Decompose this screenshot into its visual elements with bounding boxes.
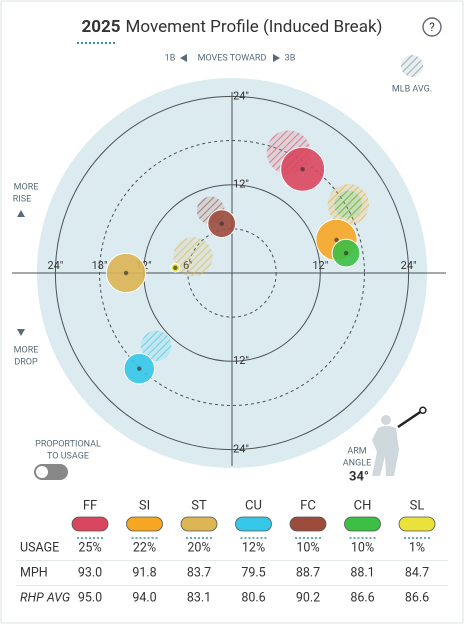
drop-label: MORE	[14, 345, 39, 355]
table-value: 79.5	[241, 565, 265, 580]
table-value: 88.1	[350, 565, 374, 580]
arm-angle-value: 34°	[349, 469, 369, 484]
pitch-swatch	[289, 516, 327, 532]
toggle-knob[interactable]	[36, 466, 48, 478]
table-value: 84.7	[405, 565, 429, 580]
rise-arrow	[17, 210, 25, 217]
table-value: 1%	[409, 540, 425, 555]
table-value: 83.1	[187, 590, 211, 605]
table-value: 91.8	[132, 565, 156, 580]
table-value: 25%	[78, 540, 101, 555]
legend-avg-swatch	[401, 55, 423, 77]
table-value: 10%	[351, 540, 374, 555]
arm-angle-line	[397, 409, 424, 429]
pitch-swatch	[344, 516, 381, 532]
pitch-swatch	[71, 516, 109, 532]
pitch-center	[300, 167, 305, 172]
pitch-center	[173, 265, 178, 271]
y-tick-label: 24"	[233, 89, 249, 102]
x-tick-label: 24"	[47, 259, 63, 272]
row-label: RHP AVG	[20, 590, 70, 605]
table-value: 86.6	[350, 590, 374, 605]
title-year: 2025	[82, 17, 121, 37]
pitch-name: SI	[139, 498, 150, 513]
table-value: 94.0	[132, 590, 156, 605]
y-tick-label: 12"	[233, 354, 249, 367]
rise-label: RISE	[13, 194, 31, 204]
pitch-center	[343, 250, 349, 256]
pitch-center	[334, 237, 339, 243]
mlb-avg-mark	[140, 330, 172, 362]
arm-angle-ball	[419, 406, 427, 414]
table-value: 22%	[133, 540, 156, 555]
y-tick-label: 24"	[233, 443, 249, 456]
drop-arrow	[17, 329, 25, 336]
arrow-right	[273, 54, 280, 62]
help-icon[interactable]: ?	[429, 20, 435, 34]
table-value: 86.6	[405, 590, 429, 605]
arrow-left	[180, 54, 187, 62]
table-value: 12%	[242, 540, 265, 555]
pitch-name: CU	[245, 498, 262, 513]
pitch-name: FC	[300, 498, 316, 513]
table-value: 93.0	[78, 565, 102, 580]
title: 2025 Movement Profile (Induced Break)	[82, 17, 383, 37]
pitch-center	[219, 221, 224, 226]
row-label: MPH	[20, 565, 48, 580]
y-tick-label: 12"	[233, 178, 249, 191]
pitch-name: SL	[410, 498, 425, 513]
legend-avg-label: MLB AVG.	[392, 84, 432, 94]
x-tick-label: 12"	[312, 259, 328, 272]
table-value: 90.2	[296, 590, 320, 605]
pitch-center	[123, 270, 129, 276]
drop-label: DROP	[14, 357, 38, 367]
help-button[interactable]	[422, 17, 442, 37]
table-value: 10%	[296, 540, 319, 555]
direction-left: 1B	[165, 53, 176, 63]
direction-center: MOVES TOWARD	[198, 53, 267, 63]
pitch-swatch	[180, 516, 218, 532]
mlb-avg-mark	[334, 190, 363, 219]
direction-right: 3B	[285, 53, 296, 63]
rise-label: MORE	[14, 182, 39, 192]
table-value: 83.7	[187, 565, 211, 580]
table-value: 88.7	[296, 565, 320, 580]
table-value: 80.6	[241, 590, 265, 605]
arm-angle-label: ANGLE	[343, 458, 371, 468]
pitch-swatch	[126, 516, 163, 532]
pitcher-icon	[372, 415, 399, 476]
row-label: USAGE	[20, 540, 59, 555]
mlb-avg-mark	[173, 237, 213, 277]
toggle-label: TO USAGE	[47, 451, 89, 461]
pitch-swatch	[398, 516, 436, 532]
pitch-name: CH	[354, 498, 372, 513]
x-tick-label: 18"	[92, 259, 108, 272]
pitch-name: FF	[83, 498, 97, 513]
pitch-swatch	[235, 516, 272, 532]
pitch-center	[137, 366, 142, 371]
table-value: 95.0	[78, 590, 102, 605]
table-value: 20%	[187, 540, 210, 555]
arm-angle-label: ARM	[347, 446, 366, 456]
x-tick-label: 24"	[401, 259, 417, 272]
title-text: Movement Profile (Induced Break)	[126, 17, 383, 37]
toggle-label: PROPORTIONAL	[35, 439, 101, 449]
pitch-name: ST	[191, 498, 207, 513]
